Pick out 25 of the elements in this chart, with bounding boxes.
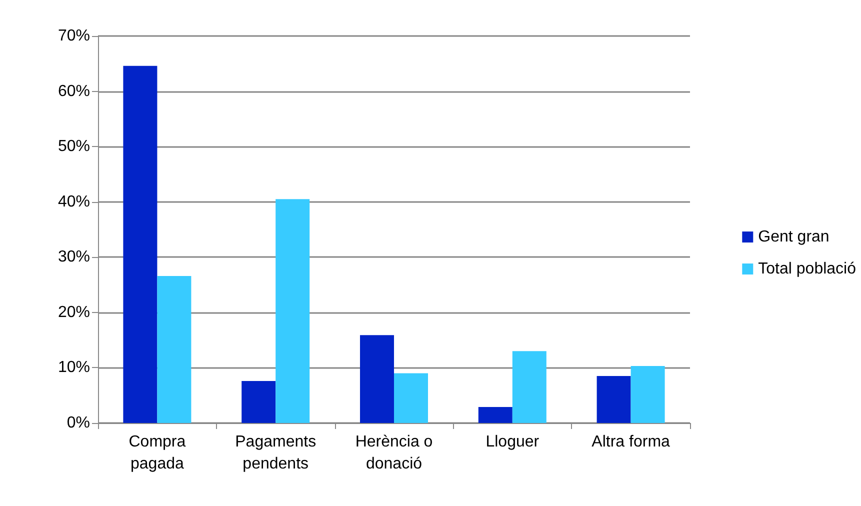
bar [242,380,276,423]
bar [596,376,631,423]
bar [394,373,428,423]
x-tick-label: Lloguer [486,434,540,450]
x-tick-label: Pagaments pendents [235,434,316,472]
bar [630,366,665,423]
y-tick-label: 60% [58,82,90,100]
bar [512,351,546,423]
legend-label: Gent gran [758,228,830,246]
bar [276,199,310,423]
bar [123,66,158,423]
y-tick-label: 20% [58,304,90,321]
y-tick-label: 70% [58,28,90,44]
legend-label: Total població [758,260,856,278]
y-tick-label: 0% [66,414,90,432]
y-tick-label: 50% [58,138,90,156]
x-tick-label: Altra forma [592,434,670,450]
y-tick-label: 30% [58,248,90,266]
x-tick-label: Compra pagada [128,434,186,472]
y-tick-label: 40% [58,193,90,210]
bar [360,335,394,423]
bar [478,406,512,423]
y-tick-label: 10% [58,359,90,376]
x-tick-label: Herència o donació [355,434,433,472]
bar [157,276,192,423]
